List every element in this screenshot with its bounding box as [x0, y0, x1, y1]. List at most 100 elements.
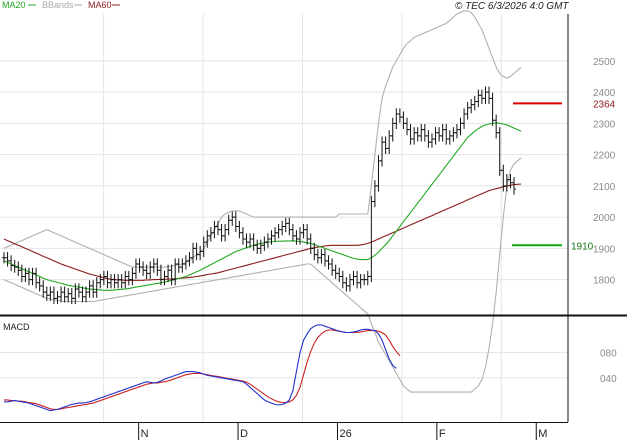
price-bar-66: [237, 220, 242, 239]
price-bar-136: [487, 86, 492, 104]
price-bar-127: [454, 124, 459, 139]
y-tick-labels: 1800 1900 2000 2100 2200 2300 2400 2500 040 080: [593, 57, 617, 385]
price-bar-102: [365, 270, 370, 286]
price-bar-110: [394, 108, 399, 129]
price-bar-7: [26, 267, 31, 286]
price-bar-100: [358, 274, 363, 289]
bollinger-bands: [3, 10, 522, 393]
price-bar-30: [108, 274, 113, 289]
x-tick-F: F: [439, 428, 446, 440]
price-bar-82: [294, 230, 299, 245]
moving-averages: [3, 122, 522, 291]
price-bar-38: [137, 258, 142, 273]
price-bar-116: [415, 127, 420, 142]
price-bar-107: [383, 136, 388, 154]
price-bar-128: [458, 117, 463, 136]
price-bar-11: [41, 280, 46, 298]
legend-ma60-label: MA60: [88, 0, 112, 10]
price-bar-106: [380, 136, 385, 167]
price-bar-16: [59, 286, 64, 303]
price-bar-80: [287, 217, 292, 236]
level-label-2364: 2364: [593, 99, 616, 110]
price-bar-41: [148, 261, 153, 279]
price-bar-47: [169, 264, 174, 286]
price-bar-77: [276, 224, 281, 239]
ma20-line: [3, 122, 522, 291]
price-bar-64: [230, 211, 235, 226]
price-bar-115: [412, 127, 417, 145]
price-bar-114: [408, 124, 413, 145]
price-bar-39: [141, 261, 146, 276]
price-bar-123: [440, 124, 445, 142]
macd-y-tick-80: 080: [600, 349, 617, 360]
price-bar-59: [212, 220, 217, 239]
legend-ma20-label: MA20: [2, 0, 26, 10]
price-bar-81: [290, 224, 295, 242]
price-bar-101: [362, 274, 367, 286]
timestamp: © TEC 6/3/2026 4:0 GMT: [455, 1, 569, 12]
price-bar-120: [429, 133, 434, 148]
price-bar-68: [244, 233, 249, 248]
price-bar-137: [490, 92, 495, 126]
price-bar-36: [130, 267, 135, 286]
price-bar-32: [116, 274, 121, 289]
y-tick-2100: 2100: [593, 182, 616, 193]
gridlines: [0, 14, 568, 422]
y-tick-2500: 2500: [593, 57, 616, 68]
price-bar-4: [16, 261, 21, 276]
macd-title: MACD: [3, 322, 30, 332]
price-bar-22: [80, 286, 85, 303]
y-tick-2200: 2200: [593, 151, 616, 162]
y-tick-2300: 2300: [593, 119, 616, 130]
price-bar-121: [433, 127, 438, 145]
price-bar-104: [372, 180, 377, 208]
price-bar-118: [422, 124, 427, 142]
price-bar-8: [30, 267, 35, 286]
price-bar-88: [315, 249, 320, 264]
price-bar-74: [265, 233, 270, 248]
price-bar-54: [194, 242, 199, 261]
price-bar-48: [173, 258, 178, 286]
price-levels: 2364 1910: [512, 99, 616, 252]
price-bar-18: [66, 288, 71, 303]
price-bar-92: [330, 258, 335, 276]
price-bar-50: [180, 258, 185, 273]
price-bar-90: [322, 249, 327, 267]
y-tick-1800: 1800: [593, 276, 616, 287]
price-bar-129: [462, 108, 467, 129]
price-bar-62: [223, 224, 228, 242]
price-bar-103: [369, 195, 374, 283]
price-bar-61: [219, 224, 224, 242]
price-bar-79: [283, 217, 288, 233]
price-bar-9: [34, 267, 39, 289]
price-bar-78: [280, 220, 285, 236]
macd-lines: [4, 324, 401, 412]
price-bar-113: [405, 117, 410, 136]
y-tick-2000: 2000: [593, 213, 616, 224]
price-bar-85: [305, 224, 310, 245]
frame: [0, 14, 627, 423]
price-bar-141: [504, 174, 509, 192]
price-bar-109: [390, 117, 395, 142]
macd-signal-line: [4, 329, 401, 410]
price-bar-135: [483, 86, 488, 104]
price-bar-72: [258, 239, 263, 254]
ma60-line: [3, 183, 522, 281]
price-bar-122: [437, 127, 442, 142]
x-tick-M: M: [538, 428, 547, 440]
x-tick-D: D: [240, 428, 248, 440]
macd-y-tick-40: 040: [600, 374, 617, 385]
price-bar-98: [351, 270, 356, 286]
price-bar-17: [62, 286, 67, 303]
price-bar-14: [51, 286, 56, 304]
x-tick-labels: N D 26 F M: [138, 422, 547, 440]
price-bar-60: [215, 220, 220, 236]
price-bar-15: [55, 291, 60, 304]
level-label-1910: 1910: [571, 241, 594, 252]
price-bar-42: [151, 258, 156, 273]
bband-lower: [3, 157, 522, 393]
price-bar-49: [176, 258, 181, 273]
price-bar-117: [419, 124, 424, 142]
